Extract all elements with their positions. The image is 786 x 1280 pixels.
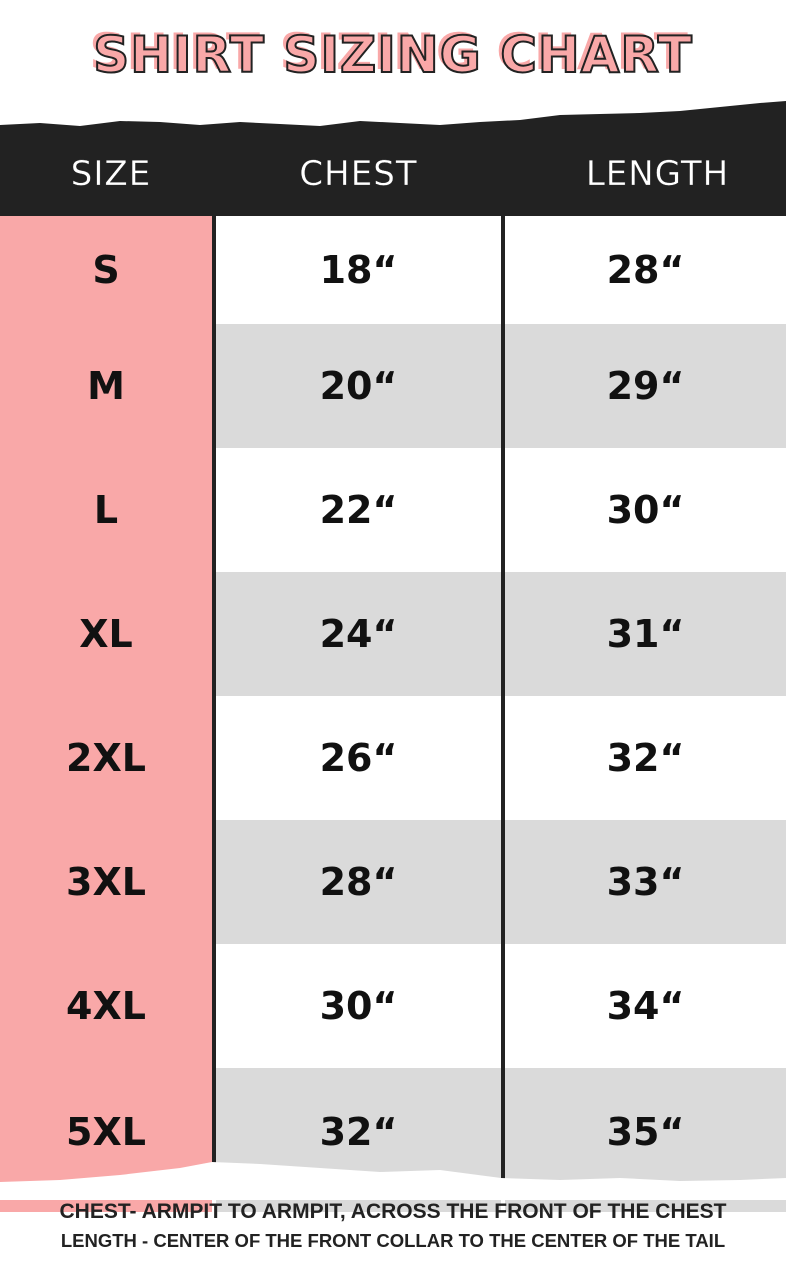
length-cell: 29“ [505,324,786,448]
header-length: LENGTH [585,154,730,194]
size-cell: 4XL [0,944,212,1068]
torn-edge-top [0,101,786,135]
size-cell: XL [0,572,212,696]
chest-cell: 26“ [319,736,398,780]
table-header: SIZE CHEST LENGTH [0,130,786,216]
header-size: SIZE [70,154,152,194]
table-row: M 20“ 29“ [0,324,786,448]
table-row: L 22“ 30“ [0,448,786,572]
size-cell: L [0,448,212,572]
chest-cell: 22“ [319,488,398,532]
table-row: 2XL 26“ 32“ [0,696,786,820]
page-title: SHIRT SIZING CHART [92,25,693,85]
table-row: XL 24“ 31“ [0,572,786,696]
note-chest: CHEST- ARMPIT TO ARMPIT, ACROSS THE FRON… [59,1200,727,1223]
length-cell: 34“ [606,984,685,1028]
size-cell: 2XL [0,696,212,820]
table-row: S 18“ 28“ [0,216,786,324]
size-cell: M [0,324,212,448]
column-divider [501,216,505,1181]
chest-cell: 18“ [319,248,398,292]
chest-cell: 30“ [319,984,398,1028]
table-row: 3XL 28“ 33“ [0,820,786,944]
size-cell: S [0,216,212,324]
header-chest: CHEST [299,154,418,194]
chest-cell: 28“ [216,820,501,944]
length-cell: 32“ [606,736,685,780]
chest-cell: 20“ [216,324,501,448]
length-cell: 30“ [606,488,685,532]
note-length: LENGTH - CENTER OF THE FRONT COLLAR TO T… [60,1230,726,1251]
size-cell: 3XL [0,820,212,944]
column-divider [212,216,216,1181]
table-row: 4XL 30“ 34“ [0,944,786,1068]
length-cell: 31“ [505,572,786,696]
size-table: S 18“ 28“ M 20“ 29“ L 22“ 30“ XL 24“ 31“ 2XL 26“ 32“ 3X… [0,216,786,1212]
length-cell: 33“ [505,820,786,944]
length-cell: 28“ [606,248,685,292]
torn-edge-bottom [0,1162,786,1200]
chest-cell: 24“ [216,572,501,696]
